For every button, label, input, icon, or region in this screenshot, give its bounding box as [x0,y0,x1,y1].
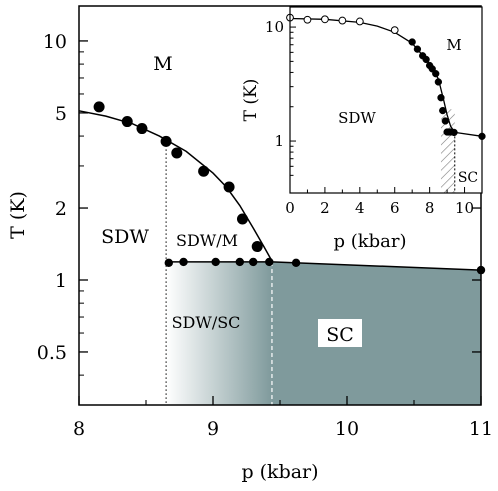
main-y-axis-title: T (K) [7,191,29,239]
main-data-point [160,135,172,147]
main-data-point [93,101,105,113]
inset-chart: 0 2 4 6 8 10 10 1 M SDW SC p (kbar) T (K) [241,6,486,252]
inset-data-point [439,106,447,115]
main-label-sc: SC [326,324,354,346]
inset-data-point [432,70,440,78]
main-data-point [136,123,148,135]
inset-y-tick-label: 1 [274,132,284,150]
main-data-point [251,241,263,253]
inset-data-point [390,26,399,35]
main-y-tick-label: 2 [55,198,67,220]
inset-data-point [441,117,449,125]
main-data-point [164,258,173,268]
main-data-point [223,181,235,193]
inset-sc-boundary-curve [454,131,483,137]
main-data-point [235,257,244,267]
inset-x-tick-label: 4 [355,199,365,217]
inset-x-tick-label: 8 [425,199,435,217]
inset-data-point [422,55,430,64]
inset-x-tick-label: 0 [285,199,295,217]
inset-x-tick-label: 2 [320,199,330,217]
main-y-tick-label: 10 [43,31,67,53]
main-data-point [171,147,183,159]
main-x-tick-label: 8 [73,418,85,440]
main-label-sdw: SDW [101,226,149,248]
main-data-point [265,257,274,267]
inset-y-tick-label: 10 [265,18,284,36]
main-x-tick-label: 11 [469,418,493,440]
inset-data-point [355,17,364,26]
main-y-tick-label: 5 [55,103,67,125]
inset-x-axis-title: p (kbar) [333,231,406,252]
main-data-point [249,257,258,267]
inset-data-point [303,15,312,24]
main-data-point [179,257,188,267]
main-data-point [236,213,248,225]
inset-y-axis-title: T (K) [241,79,261,122]
inset-data-point [408,38,416,46]
main-y-tick-label: 1 [55,270,67,292]
inset-label-m: M [446,36,461,54]
main-label-sdw-sc: SDW/SC [172,313,241,332]
main-data-point [211,257,220,267]
main-data-points [93,101,486,275]
inset-x-tick-label: 10 [455,199,474,217]
main-label-sdw-m: SDW/M [176,231,238,250]
sdw-sc-region [166,261,272,405]
main-x-axis-title: p (kbar) [241,461,318,483]
main-label-m: M [153,53,172,75]
main-data-point [121,116,133,128]
sc-region [271,261,481,405]
inset-axis-ticks: 0 2 4 6 8 10 10 1 [265,18,474,217]
main-data-point [198,165,210,177]
inset-data-point [437,94,445,102]
inset-data-point [450,128,458,137]
inset-data-points [286,13,486,140]
inset-data-point [413,45,422,53]
inset-x-tick-label: 6 [390,199,400,217]
main-x-tick-label: 10 [335,418,359,440]
inset-data-point [338,16,347,25]
inset-data-point [321,15,329,24]
main-x-tick-label: 9 [207,418,219,440]
inset-plot-frame [289,6,483,194]
inset-label-sdw: SDW [338,109,376,127]
main-data-point [291,258,301,268]
inset-data-point [434,78,443,86]
main-y-tick-label: 0.5 [37,342,67,364]
main-sc-label-box [318,319,362,347]
inset-label-sc: SC [458,170,478,186]
